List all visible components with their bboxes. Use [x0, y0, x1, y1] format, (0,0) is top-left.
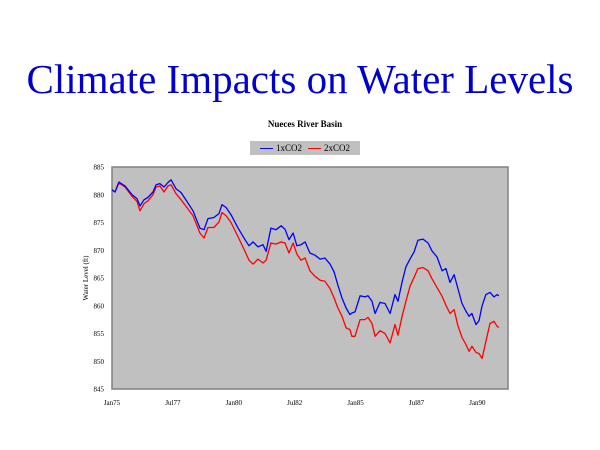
- x-tick-label: Jul87: [409, 399, 425, 407]
- plot-area: [111, 166, 509, 390]
- x-axis-ticks: Jan75 Jul77 Jan80 Jul82 Jan85 Jul87 Jan90: [104, 399, 486, 407]
- y-tick-label: 850: [94, 358, 105, 366]
- x-tick-label: Jan75: [104, 399, 121, 407]
- y-tick-label: 875: [94, 219, 105, 227]
- x-tick-label: Jul82: [287, 399, 303, 407]
- legend-item-2xco2: 2xCO2: [308, 143, 350, 153]
- y-tick-label: 855: [94, 330, 105, 338]
- y-tick-label: 845: [94, 386, 105, 394]
- y-axis-ticks: 885 880 875 870 865 860 855 850 845: [94, 164, 105, 394]
- x-tick-label: Jan85: [347, 399, 364, 407]
- x-tick-label: Jan80: [226, 399, 243, 407]
- y-tick-label: 885: [94, 164, 105, 172]
- x-tick-label: Jul77: [165, 399, 181, 407]
- series-line-1xco2: [111, 179, 500, 326]
- y-tick-label: 880: [94, 191, 105, 199]
- series-lines: [111, 179, 500, 360]
- chart-title: Nueces River Basin: [267, 119, 343, 129]
- x-tick-label: Jan90: [469, 399, 486, 407]
- series-line-2xco2: [111, 182, 500, 360]
- y-tick-label: 870: [94, 247, 105, 255]
- legend-swatch-2xco2: [308, 147, 321, 149]
- chart-legend: 1xCO2 2xCO2: [250, 141, 360, 155]
- y-axis-label: Water Level (ft): [82, 255, 90, 301]
- legend-item-1xco2: 1xCO2: [259, 143, 302, 153]
- legend-swatch-1xco2: [259, 147, 273, 149]
- slide-title: Climate Impacts on Water Levels: [26, 56, 574, 102]
- legend-label-1xco2: 1xCO2: [275, 143, 302, 153]
- y-tick-label: 860: [94, 302, 105, 310]
- legend-label-2xco2: 2xCO2: [324, 143, 351, 153]
- y-tick-label: 865: [94, 275, 105, 283]
